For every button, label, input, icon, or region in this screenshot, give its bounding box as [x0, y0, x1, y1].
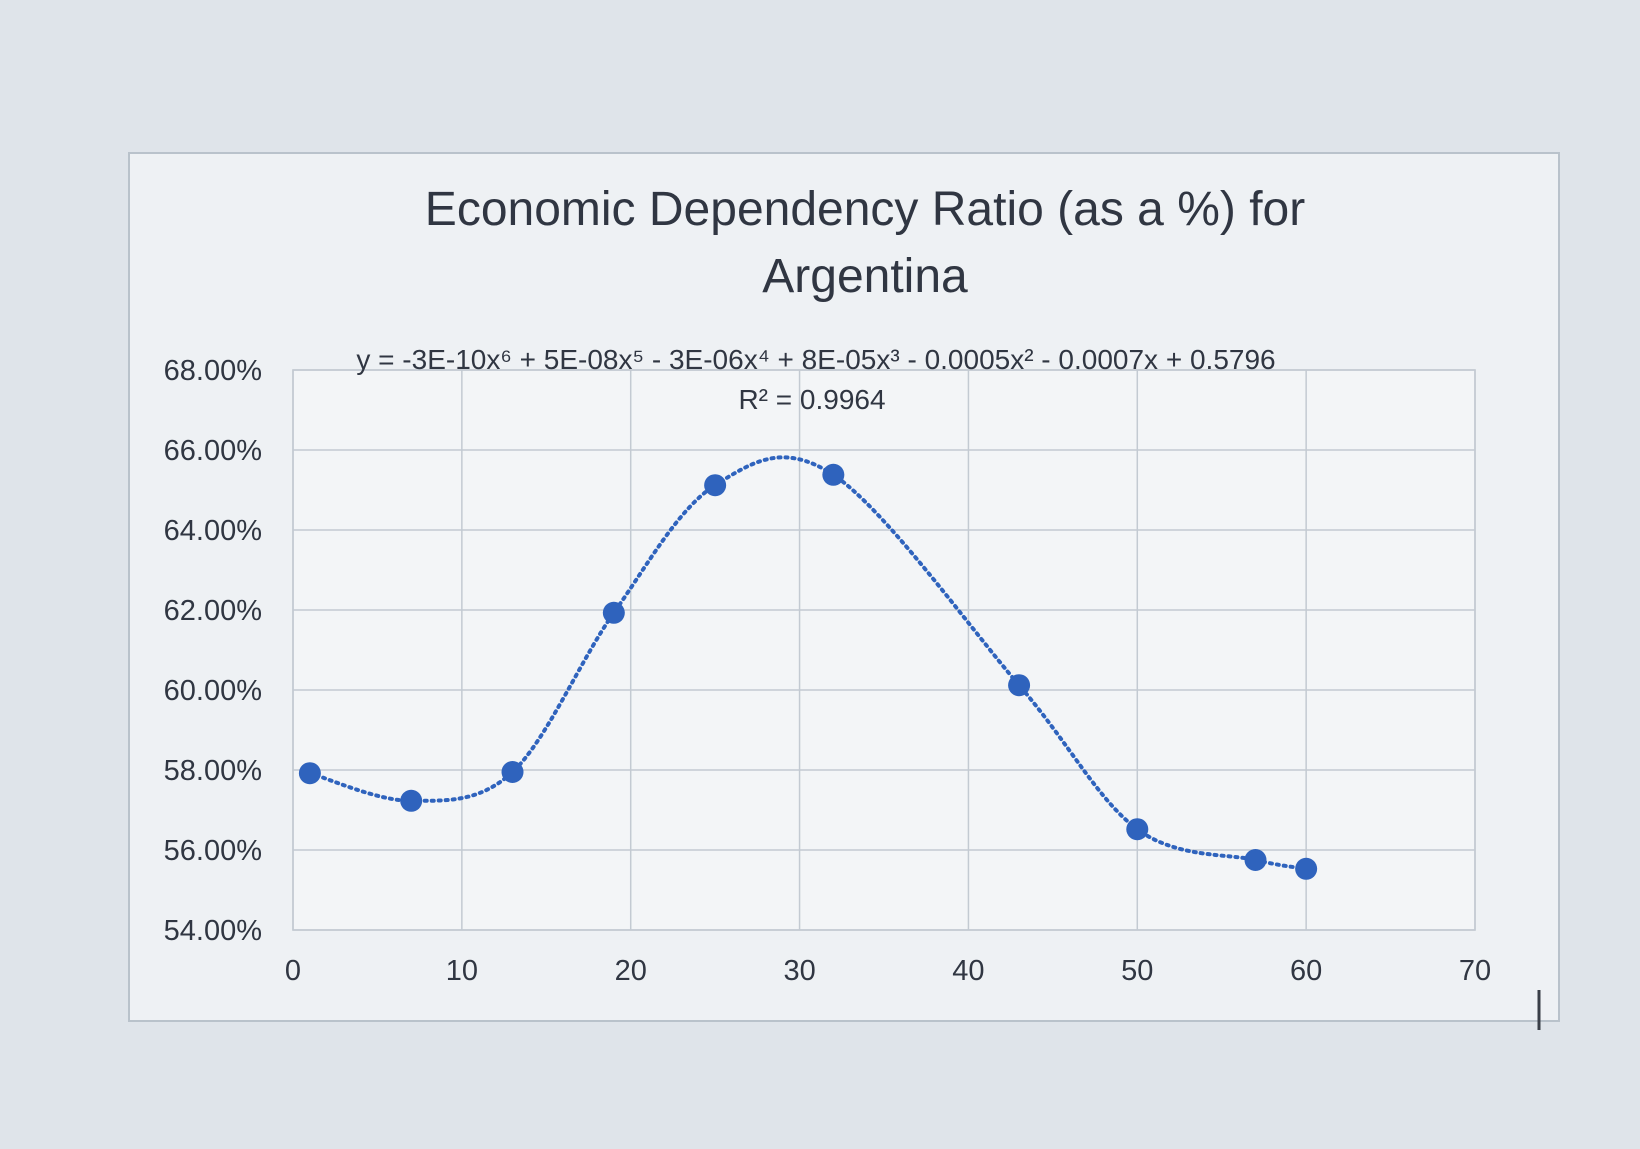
data-point: [1126, 818, 1149, 841]
y-tick-label: 68.00%: [164, 355, 262, 387]
y-tick-label: 60.00%: [164, 675, 262, 707]
x-tick-label: 10: [446, 955, 478, 987]
y-tick-label: 56.00%: [164, 835, 262, 867]
y-tick-label: 66.00%: [164, 435, 262, 467]
data-point: [1008, 674, 1031, 697]
chart-title: Economic Dependency Ratio (as a %) for A…: [425, 183, 1305, 303]
r-squared-label: R² = 0.9964: [738, 384, 885, 415]
x-tick-label: 40: [952, 955, 984, 987]
trendline-equation: y = -3E-10x⁶ + 5E-08x⁵ - 3E-06x⁴ + 8E-05…: [356, 344, 1275, 375]
y-tick-label: 62.00%: [164, 595, 262, 627]
data-point: [602, 601, 625, 624]
plot-border: [292, 369, 1476, 931]
data-point: [704, 474, 727, 497]
chart-title-line-2: Argentina: [762, 250, 968, 303]
data-point: [501, 761, 524, 783]
x-tick-label: 30: [783, 955, 815, 987]
data-point: [822, 463, 845, 486]
horizontal-gridlines: [293, 369, 1475, 931]
x-axis-tick-labels: 0 10 20 30 40 50 60 70: [285, 955, 1491, 987]
data-point: [1244, 849, 1267, 871]
y-tick-label: 64.00%: [164, 515, 262, 547]
data-point: [400, 789, 423, 812]
plot-area: [292, 369, 1476, 931]
x-tick-label: 70: [1459, 955, 1491, 987]
data-points: [298, 463, 1318, 880]
x-tick-label: 20: [615, 955, 647, 987]
y-tick-label: 54.00%: [164, 915, 262, 947]
data-point: [1295, 857, 1318, 880]
trendline: [307, 455, 1309, 871]
y-tick-label: 58.00%: [164, 755, 262, 787]
x-tick-label: 50: [1121, 955, 1153, 987]
data-point: [298, 762, 321, 785]
x-tick-label: 60: [1290, 955, 1322, 987]
chart-title-line-1: Economic Dependency Ratio (as a %) for: [425, 183, 1305, 236]
y-axis-tick-labels: 68.00% 66.00% 64.00% 62.00% 60.00% 58.00% 56.0…: [164, 355, 262, 947]
x-tick-label: 0: [285, 955, 301, 987]
